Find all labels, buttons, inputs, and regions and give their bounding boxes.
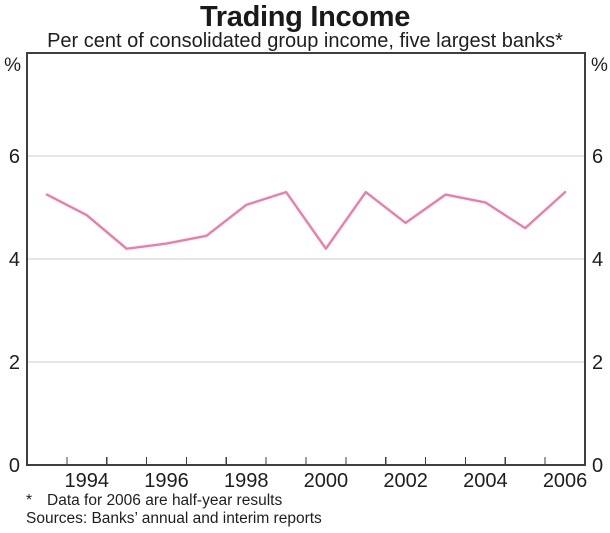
x-axis-label-2000: 2000 [304,470,349,492]
y-axis-label-left-2: 2 [9,352,20,374]
y-axis-label-left-0: 0 [9,455,20,477]
footnote-text: Data for 2006 are half-year results [47,492,283,509]
x-axis-label-1994: 1994 [65,470,110,492]
footnote: * Data for 2006 are half-year results [26,492,586,510]
y-axis-label-right-0: 0 [592,455,603,477]
series-line-trading-income [45,190,567,250]
chart-subtitle: Per cent of consolidated group income, f… [47,30,563,52]
x-axis-label-1996: 1996 [144,470,189,492]
x-axis-label-2004: 2004 [463,470,508,492]
y-axis-unit-left: % [4,55,21,76]
y-axis-label-left-4: 4 [9,249,20,271]
y-axis-label-left-6: 6 [9,146,20,168]
x-axis-label-1998: 1998 [224,470,269,492]
sources-line: Sources: Banks’ annual and interim repor… [26,509,322,527]
y-axis-label-right-6: 6 [592,146,603,168]
footnote-marker: * [26,492,33,509]
x-axis-label-2006: 2006 [543,470,588,492]
chart-title: Trading Income [199,1,411,33]
y-axis-label-right-4: 4 [592,249,603,271]
chart-footer: * Data for 2006 are half-year results So… [26,492,586,527]
y-axis-unit-right: % [591,55,608,76]
y-axis-label-right-2: 2 [592,352,603,374]
x-axis-label-2002: 2002 [383,470,428,492]
